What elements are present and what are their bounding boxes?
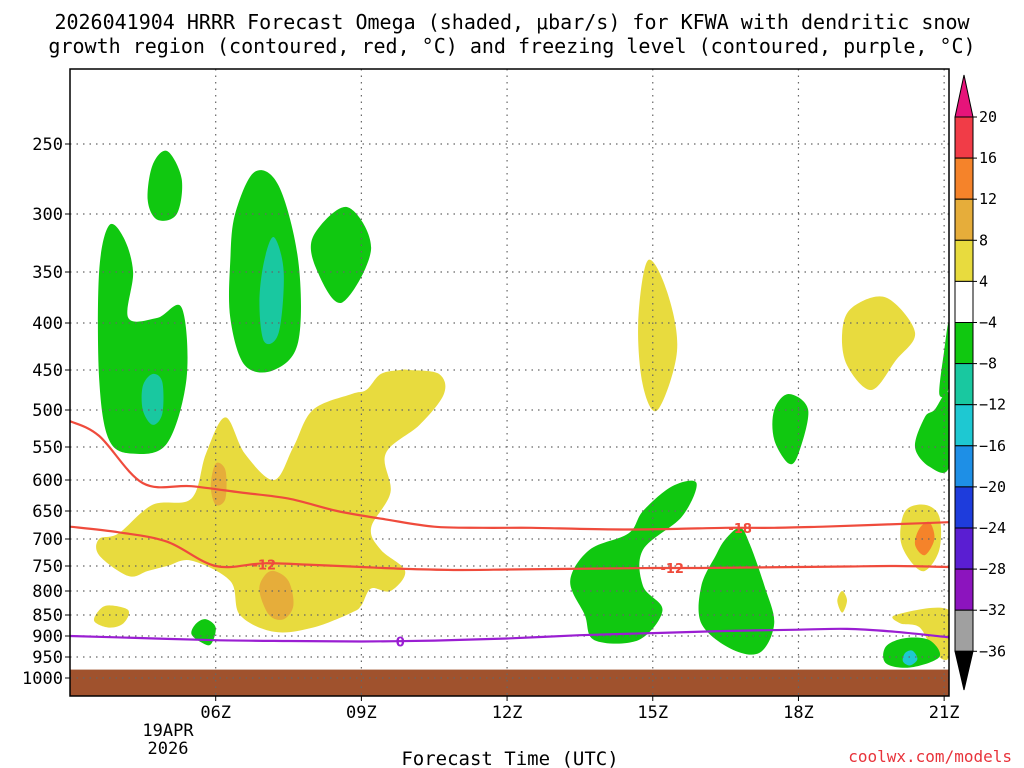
y-tick-850: 850 <box>32 606 63 626</box>
y-tick-650: 650 <box>32 502 63 522</box>
contour-label-dgz_minus12_b: -12 <box>660 562 684 577</box>
omega-region-1 <box>141 373 164 425</box>
colorbar-label-10: −24 <box>979 519 1006 537</box>
omega-region-17 <box>914 521 935 556</box>
x-tick-12Z: 12Z <box>492 703 523 723</box>
colorbar-label-6: −8 <box>979 355 997 373</box>
omega-region-19 <box>939 322 949 398</box>
x-tick-21Z: 21Z <box>929 703 960 723</box>
omega-shading <box>93 150 949 668</box>
x-tick-06Z: 06Z <box>200 703 231 723</box>
colorbar-segment-1 <box>954 157 974 200</box>
y-tick-450: 450 <box>32 361 63 381</box>
colorbar-segment-2 <box>954 198 974 241</box>
y-tick-750: 750 <box>32 557 63 577</box>
colorbar: 20 16 12 8 4 −4 −8 −12 −16 −20 −24 −28 −32 −36 <box>954 74 1006 691</box>
colorbar-segment-3 <box>954 239 974 282</box>
y-tick-300: 300 <box>32 205 63 225</box>
colorbar-segment-0 <box>954 116 974 159</box>
y-tick-400: 400 <box>32 314 63 334</box>
omega-region-11 <box>638 259 678 412</box>
omega-region-4 <box>259 237 284 345</box>
x-axis: 06Z 09Z 12Z 15Z 18Z 21Z <box>200 696 960 723</box>
surface-terrain <box>70 669 949 696</box>
omega-region-8 <box>210 462 227 506</box>
y-tick-1000: 1000 <box>22 669 63 689</box>
contour-freezing_level_0C <box>70 627 949 643</box>
colorbar-top-arrow <box>954 74 974 118</box>
colorbar-label-5: −4 <box>979 314 997 332</box>
contour-dgz_-18C <box>70 420 949 531</box>
contour-lines: -18 -12 -12 0 <box>70 420 949 650</box>
omega-region-7 <box>259 570 294 620</box>
colorbar-label-2: 12 <box>979 190 997 208</box>
colorbar-segment-12 <box>954 609 974 652</box>
y-tick-800: 800 <box>32 582 63 602</box>
omega-region-21 <box>837 591 847 613</box>
y-tick-550: 550 <box>32 438 63 458</box>
omega-region-15 <box>841 296 916 391</box>
colorbar-label-11: −28 <box>979 560 1006 578</box>
colorbar-bottom-arrow <box>954 650 974 691</box>
colorbar-label-4: 4 <box>979 272 988 290</box>
grid-lines <box>70 69 949 696</box>
x-tick-18Z: 18Z <box>783 703 814 723</box>
colorbar-segment-7 <box>954 404 974 447</box>
omega-region-12 <box>570 480 697 644</box>
colorbar-label-0: 20 <box>979 108 997 126</box>
credit-text: coolwx.com/models <box>848 747 1012 766</box>
colorbar-label-9: −20 <box>979 478 1006 496</box>
plot-frame <box>69 68 950 697</box>
y-tick-700: 700 <box>32 530 63 550</box>
colorbar-label-13: −36 <box>979 642 1006 660</box>
chart-title-line1: 2026041904 HRRR Forecast Omega (shaded, … <box>54 10 970 34</box>
plot-area <box>70 69 949 696</box>
omega-region-13 <box>698 527 775 655</box>
y-axis: 2503003504004505005506006507007508008509… <box>22 135 70 689</box>
terrain-band <box>70 669 949 696</box>
y-tick-600: 600 <box>32 471 63 491</box>
omega-region-23 <box>902 650 918 666</box>
omega-region-18 <box>914 391 949 473</box>
contour-label-freezing: 0 <box>396 635 405 650</box>
contour-label-dgz_minus18: -18 <box>728 522 752 537</box>
colorbar-label-1: 16 <box>979 149 997 167</box>
colorbar-segment-5 <box>954 322 974 365</box>
y-tick-950: 950 <box>32 648 63 668</box>
omega-region-5 <box>310 206 372 304</box>
omega-region-2 <box>147 150 183 221</box>
x-tick-09Z: 09Z <box>346 703 377 723</box>
omega-region-0 <box>97 223 188 455</box>
colorbar-segment-9 <box>954 486 974 529</box>
colorbar-segment-10 <box>954 527 974 570</box>
colorbar-label-12: −32 <box>979 601 1006 619</box>
colorbar-segment-6 <box>954 363 974 406</box>
chart-title-line2: growth region (contoured, red, °C) and f… <box>48 34 975 58</box>
contour-dgz_-12C <box>70 525 949 572</box>
y-tick-350: 350 <box>32 263 63 283</box>
contour-label-dgz_minus12: -12 <box>253 558 277 573</box>
colorbar-label-7: −12 <box>979 396 1006 414</box>
y-tick-900: 900 <box>32 627 63 647</box>
colorbar-label-3: 8 <box>979 231 988 249</box>
omega-region-9 <box>93 605 130 628</box>
x-date-line2: 2026 <box>148 739 189 759</box>
y-tick-250: 250 <box>32 135 63 155</box>
x-axis-label: Forecast Time (UTC) <box>401 748 618 768</box>
colorbar-segment-11 <box>954 568 974 611</box>
colorbar-segment-8 <box>954 445 974 488</box>
y-tick-500: 500 <box>32 401 63 421</box>
x-date-line1: 19APR <box>142 721 194 741</box>
colorbar-segment-4 <box>954 280 974 323</box>
x-tick-15Z: 15Z <box>637 703 668 723</box>
colorbar-label-8: −16 <box>979 437 1006 455</box>
